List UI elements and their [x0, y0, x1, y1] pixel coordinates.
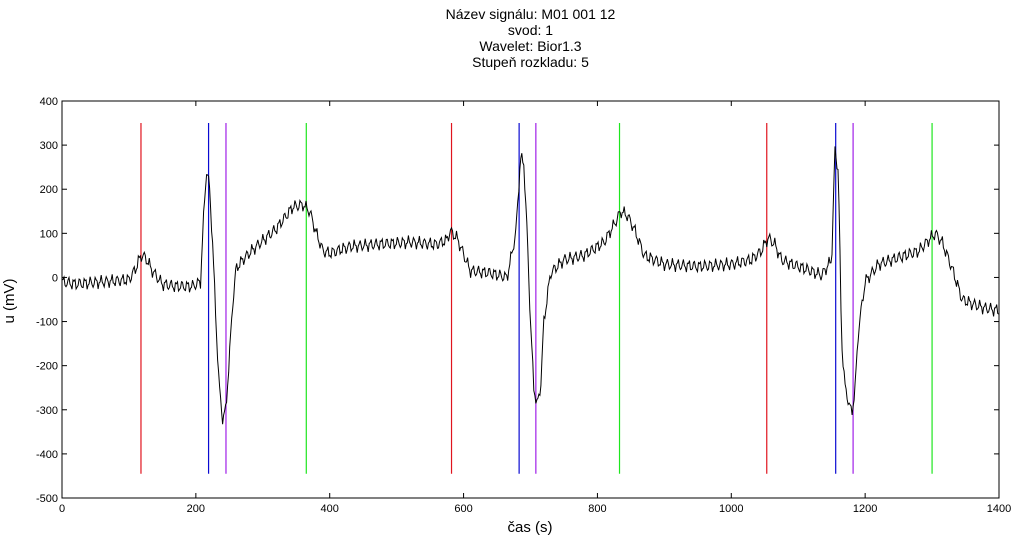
x-tick-label: 1400: [987, 503, 1011, 515]
x-tick-label: 0: [59, 503, 65, 515]
y-tick-label: 300: [40, 140, 58, 152]
x-tick-label: 1000: [719, 503, 743, 515]
x-tick-label: 200: [187, 503, 205, 515]
title-lead: svod: 1: [507, 22, 554, 38]
y-tick-label: -300: [36, 405, 58, 417]
y-tick-label: -500: [36, 493, 58, 505]
y-tick-label: -200: [36, 361, 58, 373]
signal-trace: [61, 146, 999, 425]
x-tick-label: 1200: [853, 503, 877, 515]
title-signal-name: Název signálu: M01 001 12: [445, 6, 616, 22]
y-tick-label: 100: [40, 228, 58, 240]
x-tick-label: 600: [454, 503, 472, 515]
y-tick-label: -100: [36, 317, 58, 329]
x-tick-label: 800: [588, 503, 606, 515]
y-tick-label: 0: [52, 272, 58, 284]
title-wavelet: Wavelet: Bior1.3: [479, 38, 582, 54]
y-tick-label: 400: [40, 96, 58, 108]
y-axis-label: u (mV): [1, 278, 18, 323]
axes-frame: [61, 100, 1000, 499]
y-tick-label: -400: [36, 449, 58, 461]
x-axis-label: čas (s): [508, 519, 553, 536]
y-tick-label: 200: [40, 184, 58, 196]
title-decomposition-level: Stupeň rozkladu: 5: [472, 54, 589, 70]
x-tick-label: 400: [321, 503, 339, 515]
